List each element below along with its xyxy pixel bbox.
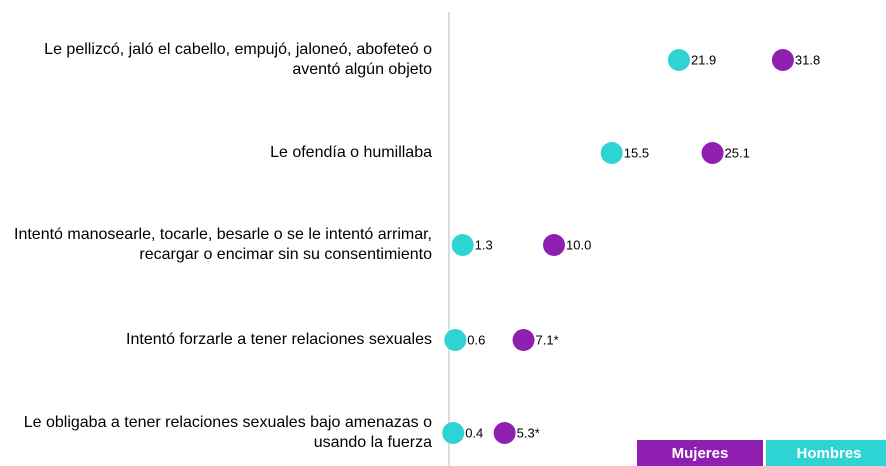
dot — [667, 49, 690, 71]
value-label: 15.5 — [624, 145, 649, 160]
dot — [543, 234, 565, 256]
dot — [701, 142, 724, 164]
dot — [600, 142, 623, 164]
dot — [444, 329, 467, 351]
category-label: Intentó forzarle a tener relaciones sexu… — [126, 331, 432, 348]
value-label: 21.9 — [691, 52, 716, 67]
value-label: 0.4 — [465, 425, 483, 440]
legend-swatch — [637, 440, 763, 466]
value-label: 7.1* — [536, 332, 559, 347]
legend-swatch — [766, 440, 886, 466]
value-label: 0.6 — [467, 332, 485, 347]
dot — [493, 422, 516, 444]
category-label: Le ofendía o humillaba — [270, 144, 432, 161]
legend-label: Mujeres — [672, 445, 729, 462]
dot — [442, 422, 465, 444]
value-label: 1.3 — [475, 237, 493, 252]
value-label: 25.1 — [725, 145, 750, 160]
dot — [451, 234, 474, 256]
category-label: Le obligaba a tener relaciones sexuales … — [23, 414, 432, 451]
legend-label: Hombres — [796, 445, 861, 462]
dot — [512, 329, 535, 351]
dot — [771, 49, 794, 71]
value-label: 31.8 — [795, 52, 820, 67]
value-label: 10.0 — [566, 237, 591, 252]
category-label: Le pellizcó, jaló el cabello, empujó, ja… — [44, 41, 432, 78]
category-label: Intentó manosearle, tocarle, besarle o s… — [14, 226, 432, 263]
value-label: 5.3* — [517, 425, 540, 440]
